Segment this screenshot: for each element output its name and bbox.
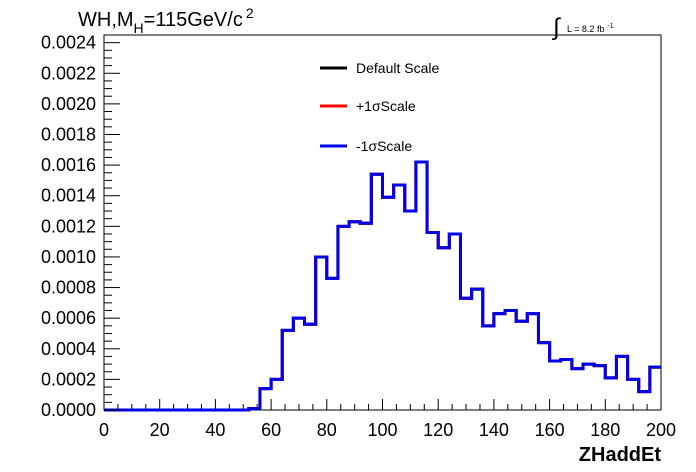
y-tick-label: 0.0010 xyxy=(41,247,96,267)
title-superscript: 2 xyxy=(246,5,254,21)
series-line-3 xyxy=(104,160,661,412)
y-tick-label: 0.0002 xyxy=(41,369,96,389)
y-tick-label: 0.0004 xyxy=(41,339,96,359)
y-tick-label: 0.0000 xyxy=(41,400,96,420)
x-tick-label: 60 xyxy=(261,420,281,440)
series-layer xyxy=(104,160,661,412)
chart-title: WH,MH=115GeV/c 2 xyxy=(78,5,254,36)
y-tick-label: 0.0024 xyxy=(41,33,96,53)
x-axis-label: ZHaddEt xyxy=(579,444,662,466)
title-subscript: H xyxy=(134,20,144,36)
series-line-2 xyxy=(104,160,661,412)
lumi-integral-sign: ∫ xyxy=(551,14,561,41)
x-tick-label: 160 xyxy=(535,420,565,440)
lumi-label: L = 8.2 fb -1 xyxy=(567,23,614,34)
lumi-text: L = 8.2 fb xyxy=(567,24,604,34)
y-tick-label: 0.0008 xyxy=(41,278,96,298)
x-tick-label: 200 xyxy=(646,420,676,440)
y-tick-label: 0.0020 xyxy=(41,94,96,114)
plot-frame xyxy=(103,34,662,411)
title-main: WH,M xyxy=(78,9,134,31)
x-tick-label: 0 xyxy=(99,420,109,440)
y-tick-label: 0.0016 xyxy=(41,155,96,175)
x-tick-label: 140 xyxy=(479,420,509,440)
y-tick-label: 0.0012 xyxy=(41,216,96,236)
axes-layer: 0 20 40 60 80 100 120 140 160 180 200 0.0000 0.0002 0… xyxy=(41,33,676,440)
x-tick-label: 100 xyxy=(367,420,397,440)
legend: Default Scale +1σScale -1σScale xyxy=(320,60,439,154)
x-tick-label: 180 xyxy=(590,420,620,440)
y-tick-label: 0.0022 xyxy=(41,63,96,83)
legend-label-2: +1σScale xyxy=(356,98,416,114)
x-tick-label: 40 xyxy=(205,420,225,440)
legend-label-3: -1σScale xyxy=(356,138,412,154)
legend-label-1: Default Scale xyxy=(356,60,439,76)
y-tick-label: 0.0006 xyxy=(41,308,96,328)
title-rest: =115GeV/c xyxy=(144,9,243,31)
x-tick-label: 20 xyxy=(150,420,170,440)
lumi-superscript: -1 xyxy=(607,23,613,30)
y-tick-label: 0.0014 xyxy=(41,186,96,206)
y-tick-label: 0.0018 xyxy=(41,124,96,144)
x-tick-label: 120 xyxy=(423,420,453,440)
x-tick-label: 80 xyxy=(317,420,337,440)
series-line-1 xyxy=(104,160,661,412)
